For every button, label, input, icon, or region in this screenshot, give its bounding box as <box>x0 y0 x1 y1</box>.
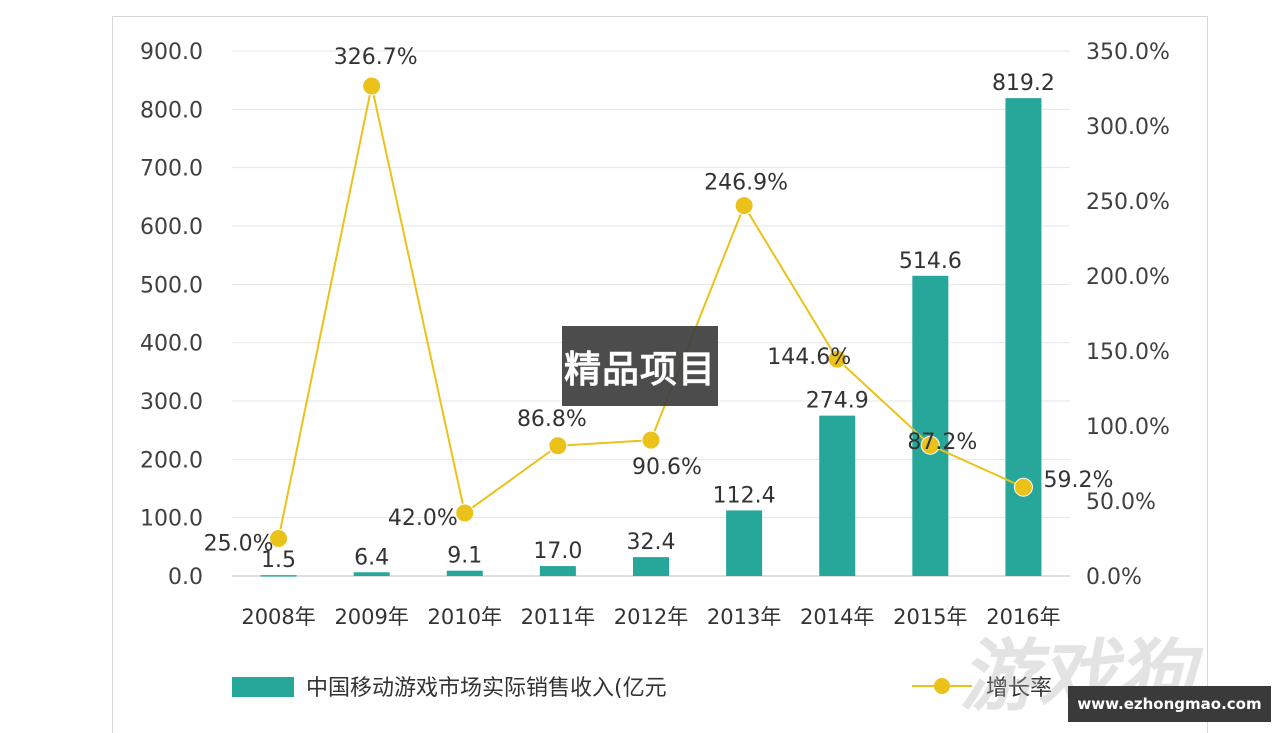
bar-data-label: 17.0 <box>533 539 582 564</box>
y-left-tick-label: 700.0 <box>140 157 203 182</box>
bar-data-label: 1.5 <box>261 548 296 573</box>
growth-point <box>920 435 940 455</box>
y-right-tick-label: 0.0% <box>1086 565 1142 590</box>
legend-bar-swatch <box>232 677 294 697</box>
bar <box>726 510 763 576</box>
y-right-tick-label: 200.0% <box>1086 265 1170 290</box>
y-right-tick-label: 350.0% <box>1086 40 1170 65</box>
growth-data-label: 87.2% <box>907 430 977 455</box>
growth-point <box>1013 477 1033 497</box>
growth-data-label: 25.0% <box>204 532 274 557</box>
growth-data-label: 90.6% <box>632 455 702 480</box>
x-tick-label: 2010年 <box>428 605 502 629</box>
bar <box>446 570 483 576</box>
growth-data-label: 326.7% <box>334 45 418 70</box>
y-right-tick-label: 150.0% <box>1086 340 1170 365</box>
bar-data-label: 6.4 <box>354 545 389 570</box>
bar-data-label: 514.6 <box>899 249 962 274</box>
y-left-tick-label: 200.0 <box>140 448 203 473</box>
bar-data-label: 819.2 <box>992 71 1055 96</box>
x-tick-label: 2016年 <box>986 605 1060 629</box>
growth-point <box>734 196 754 216</box>
growth-data-label: 59.2% <box>1043 468 1113 493</box>
bar <box>1005 98 1042 576</box>
growth-point <box>548 436 568 456</box>
bar-data-label: 9.1 <box>447 544 482 569</box>
x-tick-label: 2008年 <box>241 605 315 629</box>
y-left-tick-label: 800.0 <box>140 98 203 123</box>
y-right-tick-label: 100.0% <box>1086 415 1170 440</box>
growth-data-label: 42.0% <box>388 506 458 531</box>
legend-bar-label: 中国移动游戏市场实际销售收入(亿元 <box>306 676 667 701</box>
bar-data-label: 112.4 <box>713 483 776 508</box>
y-left-tick-label: 500.0 <box>140 273 203 298</box>
bar <box>260 575 297 577</box>
y-left-tick-label: 100.0 <box>140 507 203 532</box>
bar <box>539 566 576 576</box>
x-tick-label: 2013年 <box>707 605 781 629</box>
x-tick-label: 2012年 <box>614 605 688 629</box>
y-right-tick-label: 250.0% <box>1086 190 1170 215</box>
growth-data-label: 246.9% <box>704 171 788 196</box>
bar <box>912 275 949 576</box>
y-left-tick-label: 900.0 <box>140 40 203 65</box>
watermark-url: www.ezhongmao.com <box>1068 686 1271 722</box>
bar <box>353 572 390 576</box>
bar <box>819 415 856 576</box>
growth-point <box>362 76 382 96</box>
growth-point <box>269 529 289 548</box>
growth-point <box>827 349 847 369</box>
bar-data-label: 32.4 <box>627 530 676 555</box>
x-tick-label: 2015年 <box>893 605 967 629</box>
growth-data-label: 86.8% <box>517 407 587 432</box>
growth-point <box>455 503 475 523</box>
legend-line-marker <box>934 678 950 694</box>
bar-data-label: 274.9 <box>806 389 869 414</box>
x-tick-label: 2014年 <box>800 605 874 629</box>
y-left-tick-label: 300.0 <box>140 390 203 415</box>
bar <box>633 557 669 576</box>
x-tick-label: 2011年 <box>521 605 595 629</box>
y-left-tick-label: 0.0 <box>168 565 203 590</box>
growth-point <box>641 430 661 450</box>
x-tick-label: 2009年 <box>334 605 408 629</box>
overlay-banner: 精品项目 <box>562 326 718 406</box>
growth-data-label: 144.6% <box>767 345 851 370</box>
y-right-tick-label: 50.0% <box>1086 490 1156 515</box>
y-left-tick-label: 600.0 <box>140 215 203 240</box>
y-right-tick-label: 300.0% <box>1086 115 1170 140</box>
y-left-tick-label: 400.0 <box>140 332 203 357</box>
legend-line-label: 增长率 <box>986 676 1052 701</box>
